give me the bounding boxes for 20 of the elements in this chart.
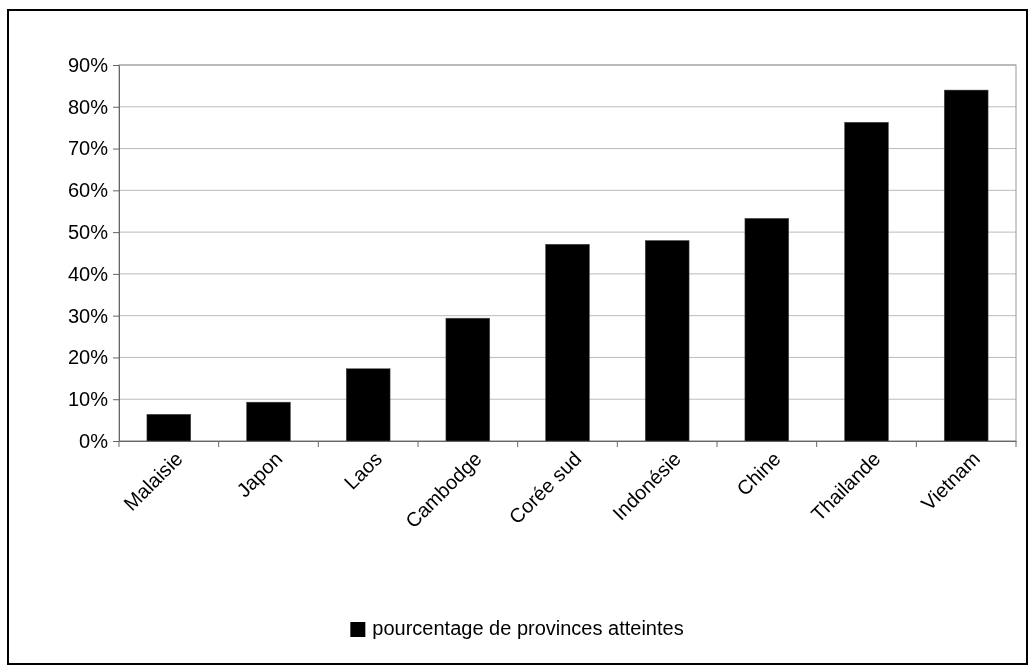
- y-tick-label: 70%: [67, 137, 109, 160]
- y-tick-label: 40%: [67, 262, 109, 285]
- bar: [445, 317, 491, 442]
- bar: [844, 121, 889, 442]
- bar: [345, 368, 391, 442]
- bar: [744, 218, 790, 442]
- y-tick-label: 50%: [67, 221, 109, 244]
- bar: [644, 240, 690, 442]
- bar: [246, 401, 291, 442]
- y-tick-label: 90%: [67, 53, 109, 76]
- y-tick-label: 30%: [67, 304, 109, 327]
- legend-label: pourcentage de provinces atteintes: [372, 617, 684, 640]
- y-tick-label: 0%: [79, 429, 109, 452]
- y-tick-label: 80%: [67, 95, 109, 118]
- bar: [545, 243, 590, 442]
- y-tick-label: 60%: [67, 179, 109, 202]
- bar: [146, 414, 192, 442]
- y-tick-label: 10%: [67, 388, 109, 411]
- bar: [943, 89, 989, 442]
- y-tick-label: 20%: [67, 346, 109, 369]
